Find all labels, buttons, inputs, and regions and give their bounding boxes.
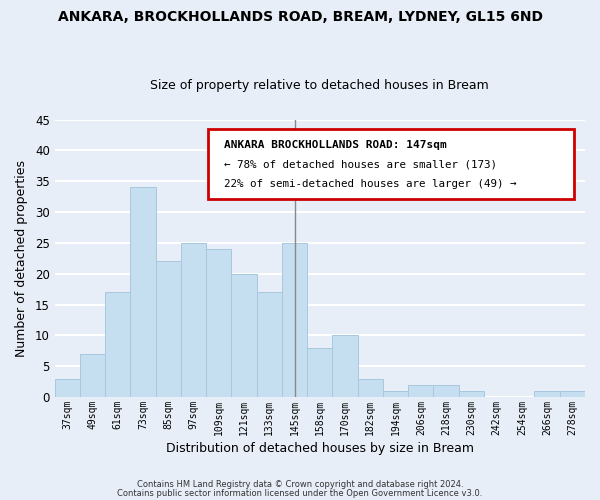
Text: ← 78% of detached houses are smaller (173): ← 78% of detached houses are smaller (17… xyxy=(224,160,497,170)
Bar xyxy=(155,262,181,397)
Text: ANKARA, BROCKHOLLANDS ROAD, BREAM, LYDNEY, GL15 6ND: ANKARA, BROCKHOLLANDS ROAD, BREAM, LYDNE… xyxy=(58,10,542,24)
Bar xyxy=(232,274,257,397)
Bar xyxy=(55,378,80,397)
Bar xyxy=(105,292,130,397)
Bar xyxy=(307,348,332,397)
Bar xyxy=(257,292,282,397)
Bar xyxy=(383,391,408,397)
FancyBboxPatch shape xyxy=(208,130,574,198)
Bar xyxy=(459,391,484,397)
Bar xyxy=(80,354,105,397)
Bar xyxy=(560,391,585,397)
Title: Size of property relative to detached houses in Bream: Size of property relative to detached ho… xyxy=(151,79,489,92)
Text: 22% of semi-detached houses are larger (49) →: 22% of semi-detached houses are larger (… xyxy=(224,179,517,189)
Bar xyxy=(535,391,560,397)
Bar xyxy=(282,243,307,397)
Y-axis label: Number of detached properties: Number of detached properties xyxy=(15,160,28,357)
Text: Contains public sector information licensed under the Open Government Licence v3: Contains public sector information licen… xyxy=(118,488,482,498)
Text: ANKARA BROCKHOLLANDS ROAD: 147sqm: ANKARA BROCKHOLLANDS ROAD: 147sqm xyxy=(224,140,447,150)
Text: Contains HM Land Registry data © Crown copyright and database right 2024.: Contains HM Land Registry data © Crown c… xyxy=(137,480,463,489)
Bar xyxy=(408,384,433,397)
Bar xyxy=(433,384,459,397)
X-axis label: Distribution of detached houses by size in Bream: Distribution of detached houses by size … xyxy=(166,442,474,455)
Bar xyxy=(181,243,206,397)
Bar xyxy=(130,188,155,397)
Bar xyxy=(206,249,232,397)
Bar xyxy=(332,336,358,397)
Bar xyxy=(358,378,383,397)
